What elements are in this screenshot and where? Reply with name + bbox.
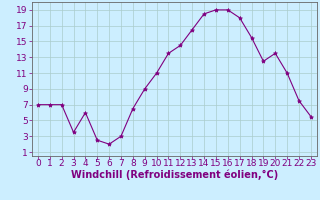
- X-axis label: Windchill (Refroidissement éolien,°C): Windchill (Refroidissement éolien,°C): [71, 169, 278, 180]
